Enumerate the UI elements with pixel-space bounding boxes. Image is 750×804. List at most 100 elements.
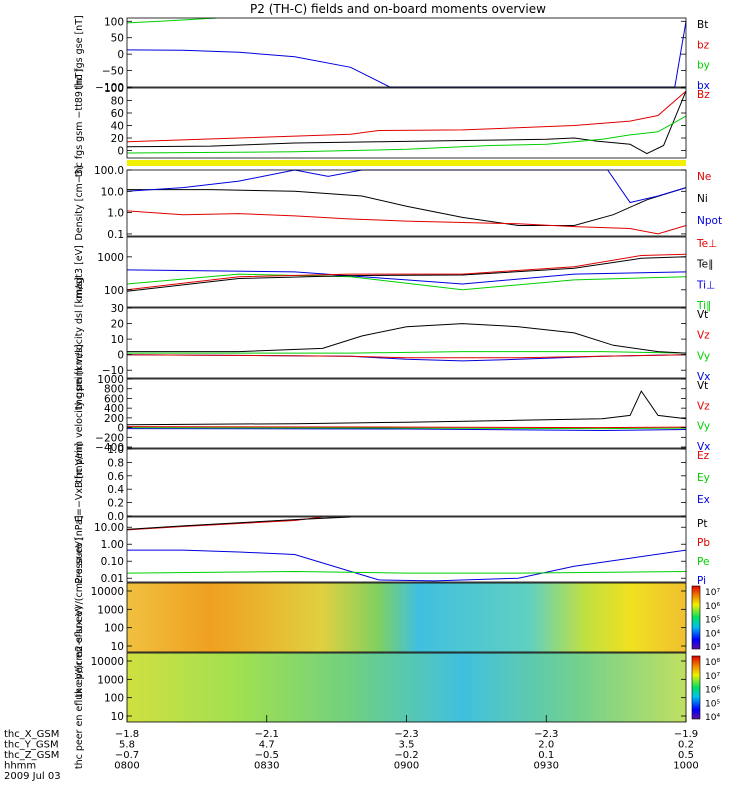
y-axis-label: Pressure [nPa] bbox=[74, 515, 85, 583]
y-tick-label: 0.10 bbox=[101, 556, 124, 568]
colorbar-label: 10⁴ bbox=[705, 713, 720, 723]
legend-label-red: Vz bbox=[697, 330, 710, 342]
y-axis-label: E=−VxB [mV/m] bbox=[74, 443, 85, 522]
x-axis-value: −2.1 bbox=[255, 729, 279, 740]
panel-magt3: 1000 100 magt3 [eV] Te⊥ Te∥ Ti⊥ Ti∥ bbox=[74, 236, 717, 312]
y-tick-label: 0.1 bbox=[107, 229, 124, 241]
legend-label-black: Vt bbox=[697, 380, 708, 392]
series-line-green bbox=[126, 570, 687, 574]
y-tick-label: 20 bbox=[111, 133, 124, 145]
legend-label-red: bz bbox=[697, 39, 710, 51]
colorbar-label: 10⁵ bbox=[705, 699, 720, 709]
y-tick-label: 10.0 bbox=[101, 186, 124, 198]
status-bar bbox=[127, 160, 686, 166]
y-axis-label: thc peim velocity gsm [km/s] bbox=[74, 344, 85, 483]
y-tick-label: 1.0 bbox=[107, 208, 124, 220]
panel-density: 100.0 10.0 1.0 0.1 Density [cm−3] Ne Ni Npot bbox=[74, 165, 722, 241]
y-axis-label: magt3 [eV] bbox=[74, 245, 85, 299]
legend-label-green: Ti∥ bbox=[696, 300, 711, 312]
time-axis: thc_X_GSM −1.8 −2.1 −2.3 −2.3 −1.9 thc_Y_GSM 5.… bbox=[4, 715, 699, 782]
y-axis-label: Density [cm−3] bbox=[74, 165, 85, 240]
colorbar-peir_eflux bbox=[691, 585, 701, 650]
y-tick-label: 10 bbox=[111, 641, 124, 653]
panel-frame bbox=[126, 87, 687, 159]
panel-frame bbox=[126, 236, 687, 308]
y-tick-label: 200 bbox=[104, 413, 124, 425]
series-line-black bbox=[127, 323, 687, 354]
y-axis-label: thc fgs gse [nT] bbox=[74, 15, 85, 89]
y-tick-label: 0.6 bbox=[107, 471, 124, 483]
y-axis-label: thc peim velocity dsl [km/s] bbox=[74, 277, 85, 409]
legend-label-red: Ne bbox=[697, 171, 711, 183]
panel-frame bbox=[126, 307, 687, 379]
series-line-black bbox=[126, 256, 687, 292]
legend-label-black: Pt bbox=[697, 518, 707, 530]
y-tick-label: 1000 bbox=[97, 374, 124, 386]
x-axis-value: 1000 bbox=[673, 761, 698, 772]
legend-label-red: Pb bbox=[697, 537, 710, 549]
y-tick-label: 10000 bbox=[91, 656, 124, 668]
y-tick-label: 0 bbox=[117, 350, 124, 362]
y-tick-label: 100.0 bbox=[94, 165, 124, 177]
plot-title: P2 (TH-C) fields and on-board moments ov… bbox=[250, 2, 546, 16]
panel-frame bbox=[126, 169, 687, 237]
colorbar-label: 10⁶ bbox=[705, 602, 720, 612]
y-tick-label: 20 bbox=[111, 319, 124, 331]
y-tick-label: 40 bbox=[111, 121, 124, 133]
y-axis-label: thc peer en eflux eV/(cm2-s-sr-eV) bbox=[74, 606, 85, 769]
x-axis-value: 0800 bbox=[114, 761, 139, 772]
panel-frame bbox=[126, 516, 687, 583]
legend-label-green: Pe bbox=[697, 556, 709, 568]
colorbar-label: 10⁶ bbox=[705, 686, 720, 696]
legend-label-blue: bx bbox=[697, 80, 710, 92]
x-axis-value: −2.3 bbox=[534, 729, 558, 740]
panel-peer_eflux: 10⁸ 10⁷ 10⁶ 10⁵ 10⁴ 10000 1000 100 10 thc peer en… bbox=[74, 606, 720, 769]
y-tick-label: 50 bbox=[111, 33, 124, 45]
x-axis-value: −0.2 bbox=[394, 750, 418, 761]
series-line-black bbox=[126, 516, 351, 530]
x-axis-row-label: hhmm bbox=[4, 761, 36, 772]
y-tick-label: 1000 bbox=[97, 674, 124, 686]
series-line-green bbox=[126, 115, 687, 154]
legend-label-red: Vz bbox=[697, 400, 710, 412]
legend-label-black: Ni bbox=[697, 193, 708, 205]
y-tick-label: 0.4 bbox=[107, 484, 124, 496]
legend-label-green: Vy bbox=[697, 421, 710, 433]
panel-frame bbox=[126, 582, 687, 653]
y-tick-label: 100 bbox=[104, 623, 124, 635]
legend-label-blue: Vx bbox=[697, 441, 710, 453]
y-tick-label: 0.2 bbox=[107, 498, 124, 510]
series-line-black bbox=[127, 187, 687, 226]
series-line-red bbox=[126, 354, 687, 359]
y-tick-label: 100 bbox=[104, 16, 124, 28]
y-tick-label: 10 bbox=[111, 711, 124, 723]
colorbar-label: 10⁴ bbox=[705, 629, 720, 639]
y-tick-label: 1.00 bbox=[101, 539, 124, 551]
panel-frame bbox=[126, 378, 687, 449]
x-axis-value: 5.8 bbox=[119, 740, 135, 751]
x-axis-value: 0.5 bbox=[678, 750, 694, 761]
legend-label-blue: Npot bbox=[697, 215, 722, 227]
series-line-black bbox=[126, 390, 687, 426]
x-axis-value: 4.7 bbox=[259, 740, 275, 751]
y-tick-label: 80 bbox=[111, 96, 124, 108]
colorbar-peer_eflux bbox=[691, 655, 701, 720]
legend-label-green: by bbox=[697, 60, 710, 72]
legend-label-red: Ez bbox=[697, 450, 710, 462]
colorbar-label: 10³ bbox=[705, 643, 720, 653]
y-tick-label: −50 bbox=[102, 66, 124, 78]
series-line-red bbox=[126, 426, 687, 429]
x-axis-value: 0830 bbox=[254, 761, 279, 772]
y-tick-label: 1.0 bbox=[107, 444, 124, 456]
series-line-black bbox=[126, 90, 687, 155]
panel-pressure: 10.00 1.00 0.10 0.01 Pressure [nPa] Pt Pb Pe Pi bbox=[74, 515, 710, 587]
y-tick-label: 400 bbox=[104, 403, 124, 415]
legend-label-black: Bt bbox=[697, 19, 708, 31]
series-line-blue bbox=[126, 21, 687, 88]
y-tick-label: 1000 bbox=[97, 604, 124, 616]
